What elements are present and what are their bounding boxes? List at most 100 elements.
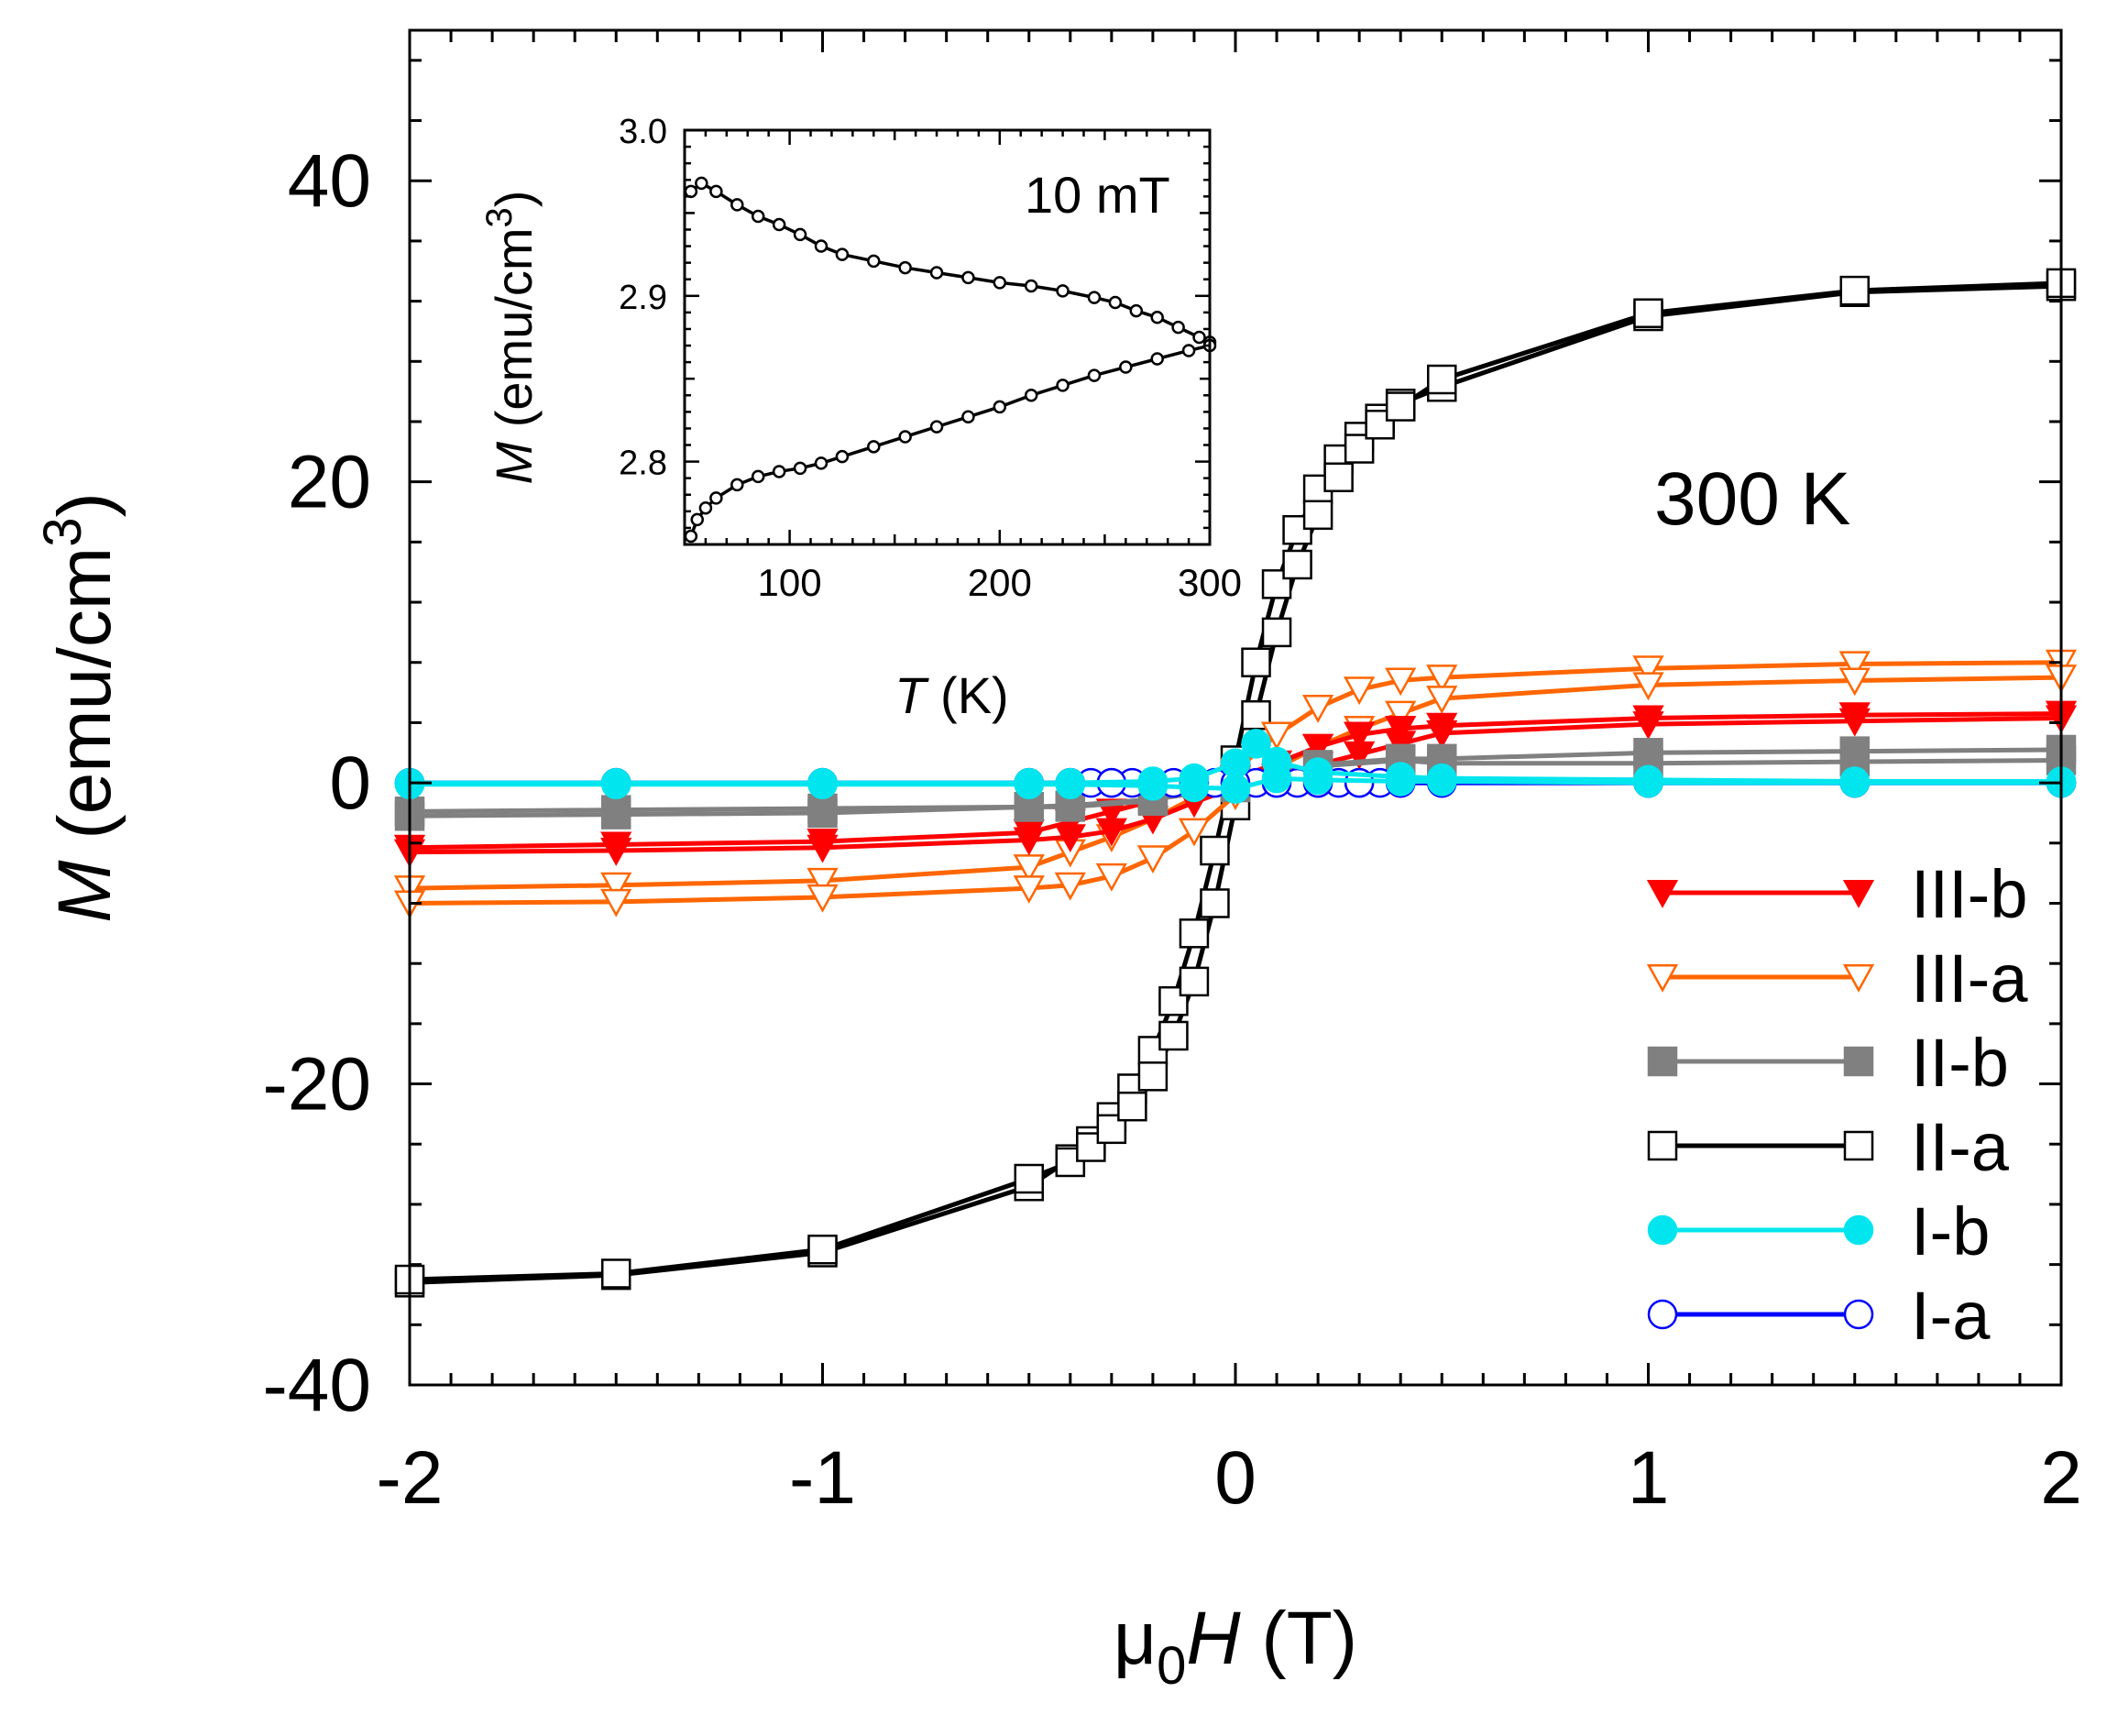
series-III-a-point (1178, 818, 1211, 847)
series-II-a-point (1385, 391, 1416, 422)
main-y-tick-label: -20 (262, 1043, 371, 1126)
main-x-label-prefix: μ (1114, 1597, 1157, 1680)
inset-y-label-unit: (emu/cm (485, 227, 543, 441)
main-y-label-unit: (emu/cm (43, 547, 126, 861)
series-II-a-point (1200, 835, 1230, 866)
series-III-a-point (1301, 695, 1334, 723)
series-III-b-point (1013, 827, 1045, 856)
legend-item-III-b: III-b (1646, 856, 2027, 932)
inset-y-label-var: M (485, 441, 543, 484)
legend-item-II-b: II-b (1647, 1025, 2009, 1101)
series-II-b-point (601, 799, 631, 830)
series-III-a-point (1095, 863, 1127, 892)
legend-marker (1646, 880, 1679, 908)
series-II-a-point (1839, 275, 1870, 306)
main-x-tick-label: -1 (789, 1436, 856, 1520)
series-I-b-point (1427, 766, 1457, 797)
inset-point (695, 176, 708, 191)
main-y-axis-label: M (emu/cm3) (33, 492, 126, 923)
legend-marker (1647, 1299, 1678, 1330)
series-II-a-point (1117, 1091, 1147, 1122)
main-y-tick-label: 0 (329, 742, 371, 825)
series-II-a-point (1282, 549, 1312, 580)
inset-point (772, 217, 786, 232)
inset-point (814, 239, 829, 253)
inset-y-tick-label: 3.0 (619, 113, 667, 151)
legend-label: III-b (1911, 856, 2027, 932)
inset-point (1056, 284, 1070, 298)
legend-item-II-a: II-a (1647, 1109, 2010, 1185)
legend-label: II-b (1911, 1025, 2009, 1101)
series-II-a-point (1158, 1020, 1189, 1051)
inset-point (709, 184, 723, 199)
series-III-b-point (600, 838, 632, 866)
series-III-a-point (1632, 655, 1664, 685)
main-tick-labels: -2 -1 0 1 2 -40 -20 0 20 40 (262, 139, 2081, 1520)
series-I-b-point (1839, 767, 1870, 798)
inset-point (772, 465, 786, 478)
inset-point (835, 247, 850, 261)
inset-point (1150, 352, 1164, 366)
legend-label: III-a (1911, 940, 2028, 1016)
series-III-b-point (1054, 824, 1086, 853)
inset-series-line (689, 344, 1211, 537)
series-II-b-point (807, 797, 838, 829)
main-series-group (393, 268, 2078, 1298)
legend-item-III-a: III-a (1646, 940, 2028, 1016)
series-II-a-point (1261, 617, 1292, 648)
series-III-a-point (807, 884, 839, 913)
inset-point (709, 491, 723, 505)
legend-marker (1647, 1130, 1678, 1161)
inset-point (730, 478, 744, 492)
legend-marker (1843, 1214, 1874, 1246)
series-III-a-point (807, 867, 839, 896)
inset-point (1087, 291, 1102, 304)
inset-point (961, 270, 975, 285)
inset-point (898, 430, 912, 444)
series-III-b-point (1426, 720, 1458, 749)
inset-y-axis-label: M (emu/cm3) (479, 191, 543, 485)
legend-marker (1647, 1046, 1678, 1077)
inset-point (751, 469, 765, 484)
inset-point (867, 440, 881, 454)
legend-marker (1843, 1130, 1874, 1161)
main-x-label-sub: 0 (1157, 1636, 1186, 1696)
series-I-b-point (1014, 769, 1044, 800)
legend-marker (1647, 1214, 1678, 1246)
main-y-label-close: ) (43, 492, 126, 517)
legend-marker (1842, 964, 1875, 993)
inset-x-tick-label: 100 (758, 561, 822, 604)
inset-chart: 100 200 300 2.8 2.9 3.0 T (K) M (emu/cm3) 10 … (479, 113, 1242, 724)
inset-background (685, 130, 1210, 544)
main-x-tick-label: 2 (2040, 1436, 2082, 1520)
series-II-a-point (601, 1258, 631, 1289)
series-II-a-point (1137, 1061, 1169, 1092)
inset-point (961, 410, 975, 424)
legend-marker (1843, 1299, 1874, 1330)
field-annotation: 10 mT (1025, 166, 1170, 224)
main-y-tick-label: -40 (262, 1344, 371, 1427)
main-y-tick-label: 20 (288, 441, 371, 524)
series-II-a-point (1200, 888, 1230, 918)
series-II-a-point (1427, 364, 1457, 395)
series-III-b-point (1838, 708, 1871, 737)
inset-point (929, 420, 944, 434)
main-x-tick-label: 0 (1214, 1436, 1257, 1520)
inset-x-label-var: T (894, 666, 929, 724)
legend-marker (1843, 1046, 1874, 1077)
legend-item-I-a: I-a (1647, 1278, 1991, 1354)
series-I-b-point (807, 769, 838, 800)
inset-point (1024, 279, 1038, 293)
inset-point (993, 276, 1007, 290)
inset-point (1181, 344, 1196, 357)
series-II-a-point (1302, 500, 1333, 531)
inset-tick-labels: 100 200 300 2.8 2.9 3.0 (619, 113, 1242, 604)
inset-x-tick-label: 300 (1178, 561, 1242, 604)
main-y-label-sup: 3 (33, 518, 93, 547)
inset-y-tick-label: 2.9 (619, 279, 667, 317)
inset-point (1024, 389, 1038, 402)
legend-marker (1842, 880, 1875, 908)
series-I-b-point (1385, 766, 1416, 797)
legend-marker (1646, 964, 1679, 993)
